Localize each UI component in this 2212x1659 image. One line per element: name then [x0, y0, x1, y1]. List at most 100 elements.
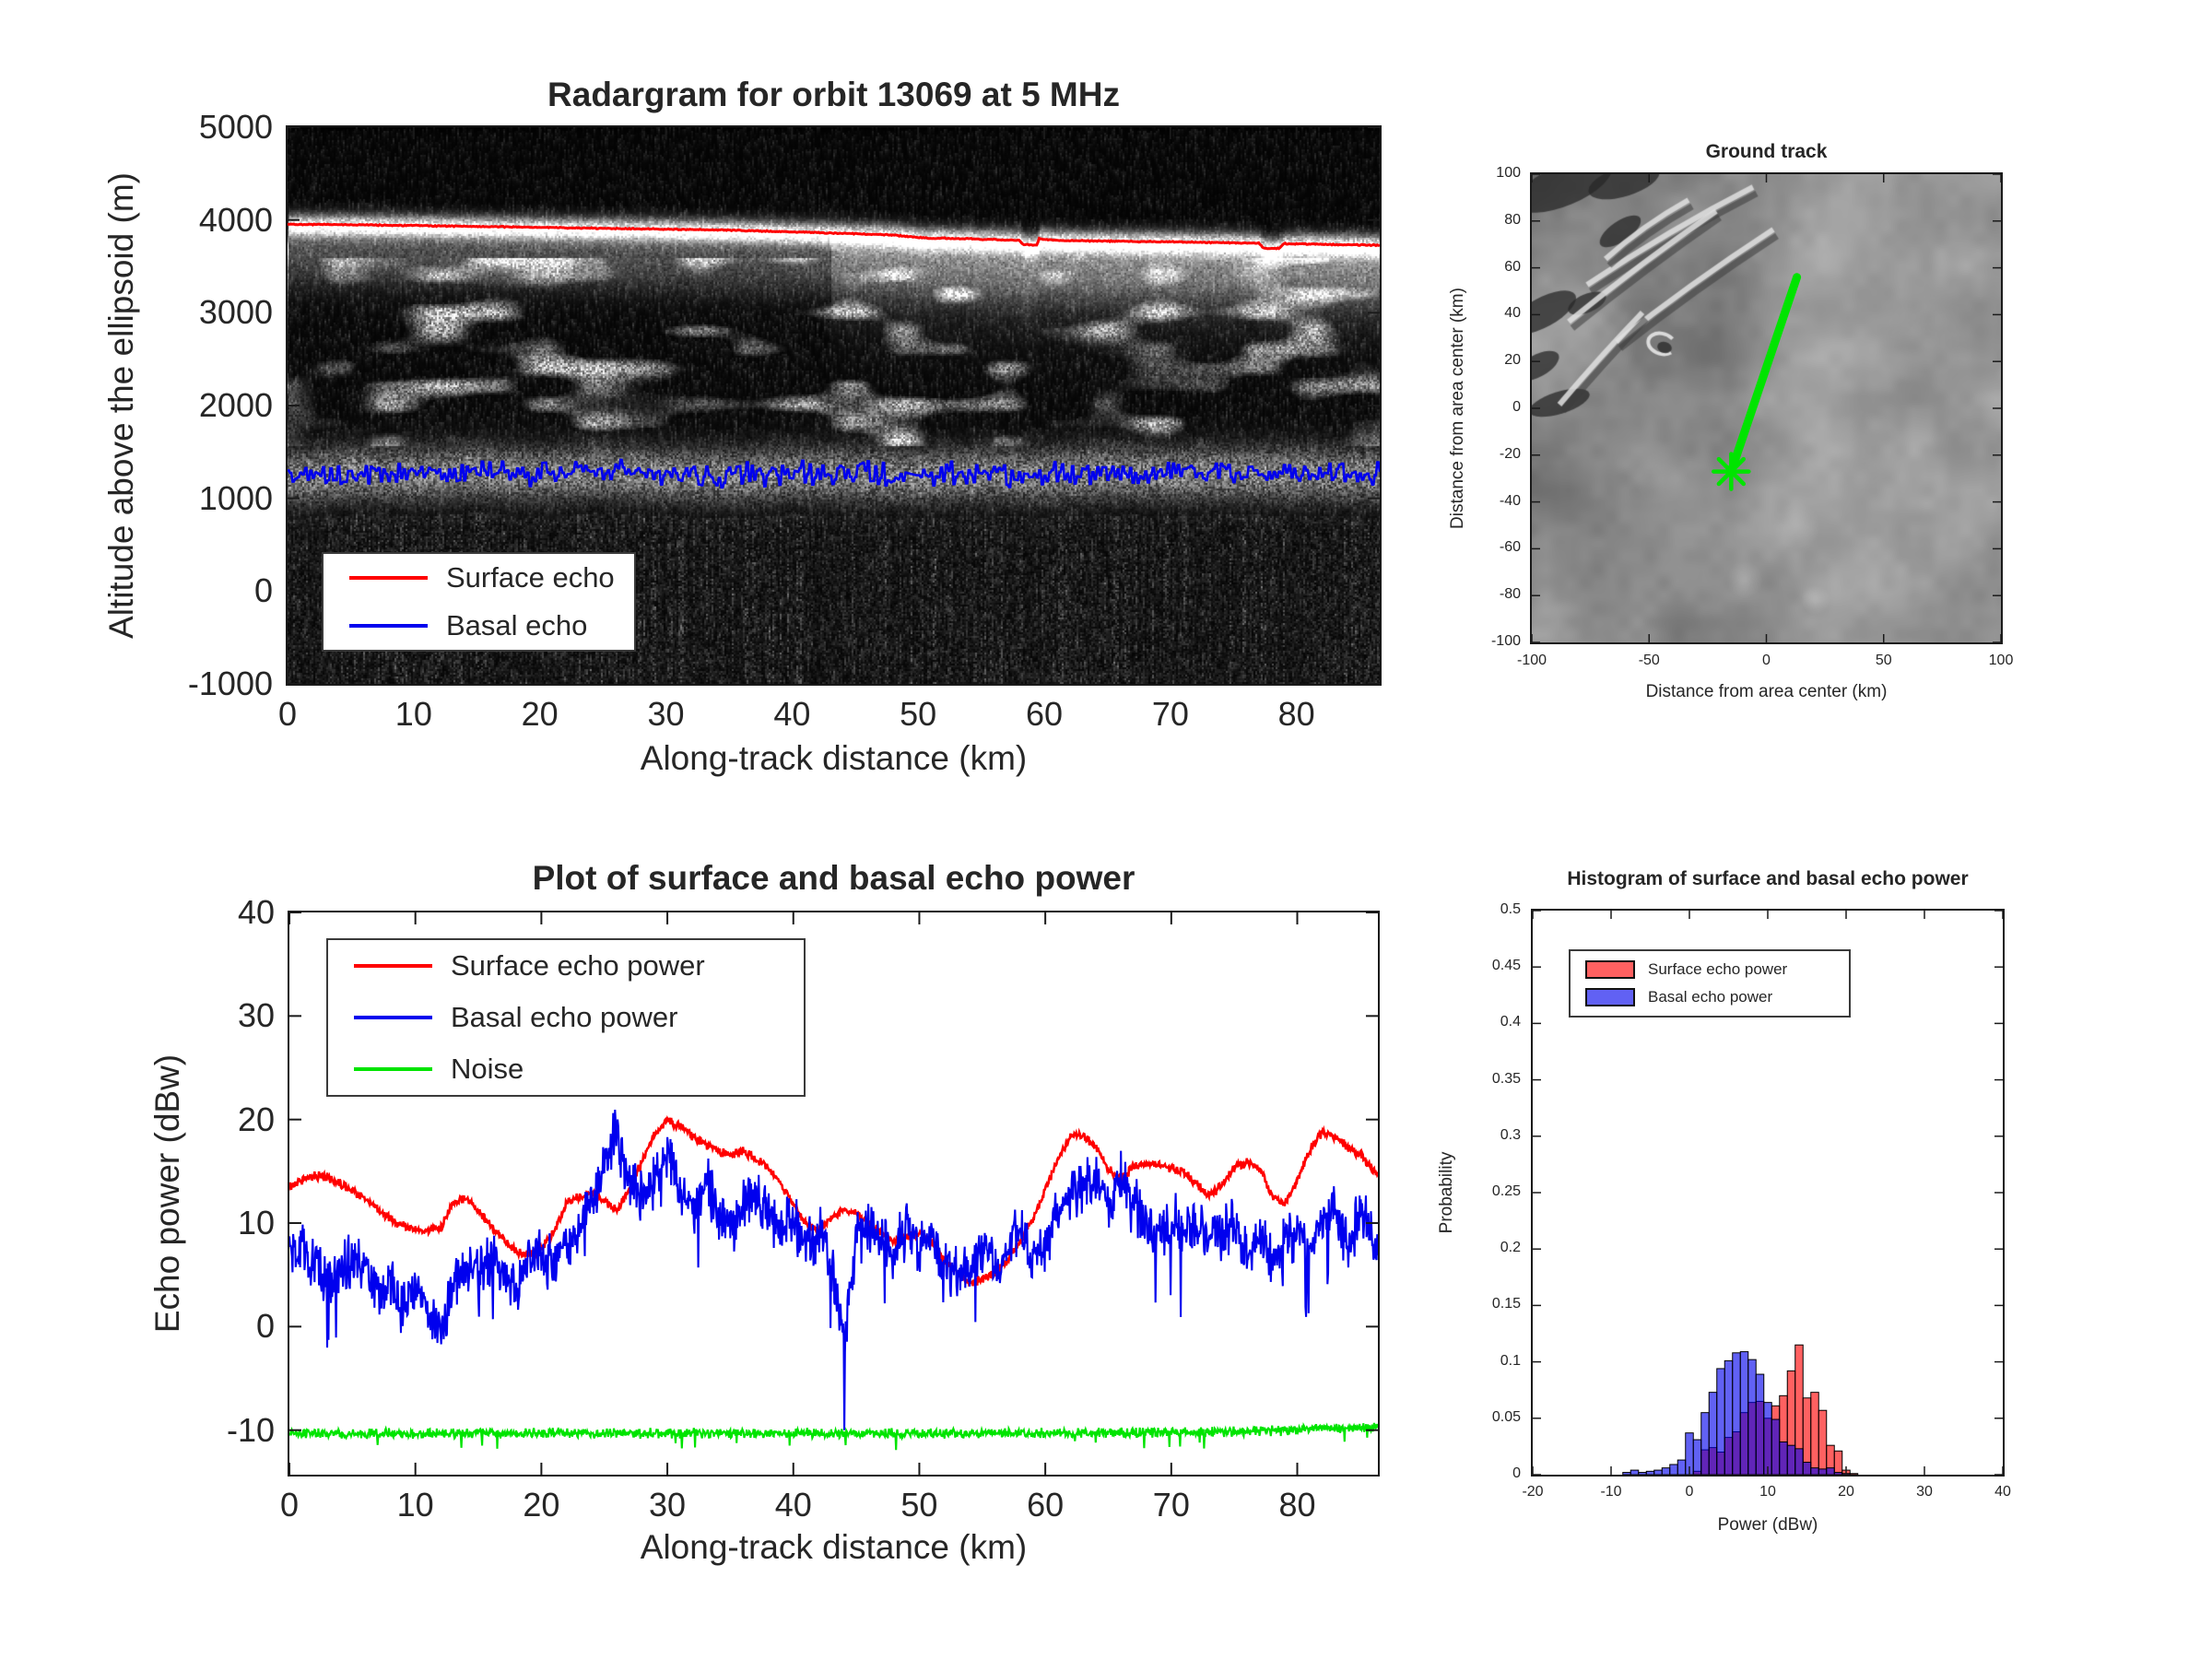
- tick-label: 0.4: [1500, 1014, 1521, 1030]
- tick-label: 50: [1875, 653, 1892, 668]
- tick-label: 10: [396, 1486, 434, 1524]
- tick-label: -60: [1499, 539, 1521, 556]
- tick-label: 20: [523, 1486, 560, 1524]
- tick-label: 40: [774, 1486, 812, 1524]
- tick-label: 20: [1504, 352, 1521, 369]
- tick-label: 0.1: [1500, 1352, 1521, 1369]
- tick-label: 0.35: [1491, 1070, 1521, 1087]
- basal-echo-power-line-sample: [354, 1016, 432, 1019]
- legend-label: Surface echo: [446, 561, 615, 594]
- groundtrack-plot-area: [1530, 172, 2003, 644]
- tick-label: -10: [1600, 1484, 1622, 1500]
- radargram-plot-area: Surface echo Basal echo: [286, 125, 1382, 686]
- groundtrack-title: Ground track: [1705, 141, 1828, 162]
- power-plot-xlabel: Along-track distance (km): [640, 1528, 1028, 1566]
- tick-label: 60: [1025, 695, 1064, 733]
- legend-item-surface-echo: Surface echo: [324, 554, 634, 602]
- radargram-legend: Surface echo Basal echo: [322, 552, 636, 652]
- tick-label: 30: [647, 695, 685, 733]
- tick-label: 20: [1838, 1484, 1854, 1500]
- legend-item-noise: Noise: [328, 1043, 804, 1095]
- tick-label: 0.25: [1491, 1183, 1521, 1199]
- groundtrack-xlabel: Distance from area center (km): [1645, 682, 1888, 701]
- legend-label: Basal echo power: [451, 1001, 678, 1033]
- tick-label: 70: [1152, 1486, 1190, 1524]
- tick-label: 0: [253, 571, 273, 610]
- tick-label: 30: [237, 996, 275, 1035]
- tick-label: -100: [1516, 653, 1547, 668]
- tick-label: 0.5: [1500, 901, 1521, 917]
- tick-label: 70: [1151, 695, 1189, 733]
- power-plot-area: Surface echo power Basal echo power Nois…: [288, 911, 1380, 1477]
- radargram-title: Radargram for orbit 13069 at 5 MHz: [547, 76, 1120, 113]
- legend-label: Basal echo power: [1648, 988, 1773, 1006]
- radargram-overlay: [288, 127, 1380, 684]
- basal-echo-power-patch: [1585, 988, 1635, 1006]
- legend-item-basal-echo-power: Basal echo power: [328, 992, 804, 1043]
- tick-label: 10: [394, 695, 432, 733]
- tick-label: 0.2: [1500, 1240, 1521, 1256]
- radargram-xlabel: Along-track distance (km): [640, 739, 1028, 777]
- tick-label: 0: [1512, 399, 1521, 415]
- power-plot-legend: Surface echo power Basal echo power Nois…: [326, 938, 806, 1097]
- tick-label: 40: [1994, 1484, 2011, 1500]
- tick-label: 40: [237, 893, 275, 931]
- surface-echo-power-patch: [1585, 960, 1635, 979]
- tick-label: 50: [900, 1486, 938, 1524]
- tick-label: 20: [237, 1100, 275, 1138]
- legend-item-surface-echo-power-hist: Surface echo power: [1571, 956, 1849, 983]
- groundtrack-overlay: [1532, 174, 2001, 642]
- tick-label: 40: [773, 695, 811, 733]
- tick-label: 20: [521, 695, 559, 733]
- legend-label: Basal echo: [446, 609, 588, 641]
- histogram-legend: Surface echo power Basal echo power: [1569, 949, 1851, 1018]
- tick-label: 0: [255, 1307, 275, 1346]
- tick-label: 3000: [198, 293, 273, 332]
- legend-item-surface-echo-power: Surface echo power: [328, 940, 804, 992]
- tick-label: -80: [1499, 586, 1521, 603]
- legend-label: Surface echo power: [451, 949, 705, 982]
- surface-echo-line-sample: [349, 576, 428, 580]
- power-plot-ylabel: Echo power (dBw): [148, 1053, 186, 1334]
- groundtrack-map-image: [1532, 174, 2001, 642]
- histogram-xlabel: Power (dBw): [1717, 1515, 1818, 1535]
- tick-label: -1000: [187, 665, 273, 702]
- tick-label: -10: [226, 1410, 275, 1449]
- tick-label: 10: [237, 1204, 275, 1242]
- tick-label: 0: [1685, 1484, 1694, 1500]
- tick-label: 1000: [198, 478, 273, 517]
- tick-label: 60: [1504, 258, 1521, 275]
- tick-label: 50: [900, 695, 937, 733]
- legend-item-basal-echo-power-hist: Basal echo power: [1571, 983, 1849, 1011]
- tick-label: -50: [1638, 653, 1660, 668]
- tick-label: 100: [1496, 165, 1521, 181]
- tick-label: 5000: [198, 108, 273, 146]
- legend-label: Surface echo power: [1648, 960, 1788, 978]
- tick-label: 30: [1916, 1484, 1933, 1500]
- tick-label: 80: [1278, 1486, 1316, 1524]
- tick-label: -100: [1490, 633, 1521, 649]
- tick-label: 4000: [198, 200, 273, 239]
- tick-label: 0: [279, 1486, 300, 1524]
- tick-label: 0.45: [1491, 958, 1521, 974]
- histogram-title: Histogram of surface and basal echo powe…: [1567, 868, 1969, 889]
- tick-label: -40: [1499, 492, 1521, 509]
- histogram-plot-area: Surface echo power Basal echo power: [1531, 909, 2005, 1477]
- noise-line-sample: [354, 1067, 432, 1071]
- basal-echo-line-sample: [349, 624, 428, 628]
- tick-label: 0.3: [1500, 1126, 1521, 1143]
- power-plot-lines: [289, 912, 1378, 1475]
- tick-label: 40: [1504, 305, 1521, 322]
- tick-label: 2000: [198, 386, 273, 424]
- tick-label: 30: [649, 1486, 687, 1524]
- tick-label: 0: [1512, 1465, 1521, 1481]
- surface-echo-power-line-sample: [354, 964, 432, 968]
- tick-label: -20: [1499, 445, 1521, 462]
- tick-label: 100: [1988, 653, 2014, 668]
- tick-label: 0.15: [1491, 1296, 1521, 1312]
- power-plot-title: Plot of surface and basal echo power: [532, 859, 1135, 897]
- tick-label: 80: [1277, 695, 1315, 733]
- legend-label: Noise: [451, 1053, 524, 1085]
- tick-label: 80: [1504, 211, 1521, 228]
